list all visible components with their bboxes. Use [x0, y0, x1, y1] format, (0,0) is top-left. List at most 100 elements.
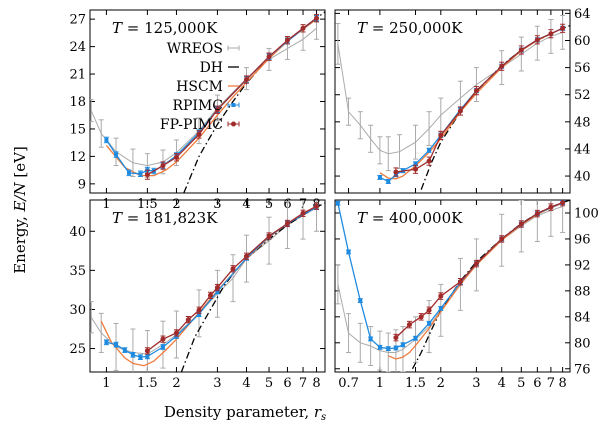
series-line [337, 31, 563, 155]
panel-frame [334, 9, 571, 194]
data-point [560, 200, 566, 233]
x-tick-label: 1.5 [137, 376, 158, 391]
data-point [438, 292, 444, 300]
y-tick-label: 40 [69, 225, 86, 240]
data-point [393, 345, 399, 351]
data-point [243, 75, 249, 84]
x-tick-label: 7 [547, 376, 555, 391]
data-point [473, 259, 479, 268]
y-tick-label: 12 [69, 150, 86, 165]
data-point [560, 23, 566, 33]
data-point [160, 344, 166, 350]
data-point [368, 336, 374, 342]
x-tick-label: 3 [213, 376, 221, 391]
data-point [196, 306, 202, 314]
data-point [144, 347, 150, 355]
data-point [377, 330, 383, 371]
data-point [368, 124, 374, 153]
data-point [214, 283, 220, 292]
series-line [90, 27, 317, 167]
panel-3: 1 1.5 2 3 4 5 6 7 8 25 30 35 40 T = 181,823K [69, 199, 326, 391]
legend-swatch [227, 102, 240, 108]
y-tick-label: 60 [574, 34, 591, 49]
data-point [413, 124, 419, 160]
data-point [418, 313, 424, 321]
data-point [377, 344, 383, 350]
data-point [426, 147, 432, 153]
data-point [499, 61, 505, 71]
x-tick-label: 7 [299, 376, 307, 391]
data-point [560, 200, 566, 207]
legend-entry-fp-pimc: FP-PIMC [160, 117, 240, 133]
y-tick-label: 88 [574, 284, 591, 299]
data-point [314, 202, 320, 210]
y-tick-label: 56 [574, 61, 591, 76]
y-tick-label: 18 [69, 95, 86, 110]
data-point [173, 329, 179, 337]
x-tick-label: 2 [172, 376, 180, 391]
x-tick-label: 8 [558, 376, 566, 391]
y-tick-label: 24 [69, 40, 86, 55]
data-point [243, 252, 249, 260]
y-tick-label: 35 [69, 264, 86, 279]
panels: 11.523456789121518212427T = 125,000K4044… [69, 7, 598, 391]
series-rpimc [103, 204, 320, 360]
data-point [357, 298, 363, 304]
legend-label: RPIMC [172, 98, 223, 114]
legend: WREOS DH HSCM RPIMC FP-PIMC [160, 41, 240, 133]
x-tick-label: 0.7 [338, 376, 359, 391]
data-point [368, 326, 374, 367]
data-point [426, 156, 432, 166]
legend-label: HSCM [176, 79, 223, 95]
y-tick-label: 25 [69, 342, 86, 357]
data-point [90, 99, 94, 123]
data-point [548, 203, 554, 211]
y-tick-label: 52 [574, 88, 591, 103]
series-fp-pimc [393, 23, 566, 177]
x-tick-label: 1 [102, 376, 110, 391]
data-point [385, 178, 391, 185]
data-point [518, 45, 524, 55]
data-point [98, 312, 104, 353]
x-tick-label: 5 [517, 376, 525, 391]
data-point [426, 111, 432, 147]
data-point [335, 264, 341, 305]
data-point [438, 130, 444, 140]
data-point [266, 216, 272, 265]
data-point [266, 232, 272, 240]
plot-area [90, 200, 325, 372]
y-tick-label: 48 [574, 115, 591, 130]
plot-area [335, 14, 570, 190]
data-point [400, 326, 406, 372]
data-point [98, 119, 104, 148]
data-point [113, 341, 119, 348]
series-line [106, 206, 317, 358]
panel-title: T = 181,823K [112, 209, 218, 227]
data-point [144, 169, 150, 180]
data-point [90, 301, 94, 334]
panel-title: T = 400,000K [357, 209, 463, 227]
legend-label: DH [200, 60, 223, 76]
y-tick-label: 96 [574, 232, 591, 247]
data-point [438, 97, 444, 133]
y-tick-label: 21 [69, 68, 86, 83]
data-point [457, 106, 463, 116]
series-hscm [379, 27, 563, 180]
data-point [130, 351, 136, 358]
data-point [534, 35, 540, 45]
legend-swatch [227, 121, 240, 127]
data-point [406, 320, 412, 329]
data-point [137, 354, 143, 360]
x-tick-label: 6 [283, 376, 291, 391]
data-point [196, 130, 202, 139]
y-tick-label: 92 [574, 258, 591, 273]
y-tick-label: 44 [574, 142, 591, 157]
data-point [300, 24, 306, 33]
data-point [144, 353, 150, 360]
data-point [548, 29, 554, 39]
data-point [357, 111, 363, 140]
x-tick-label: 6 [533, 376, 541, 391]
data-point [346, 97, 352, 126]
data-point [426, 320, 432, 326]
x-tick-label: 4 [498, 376, 506, 391]
